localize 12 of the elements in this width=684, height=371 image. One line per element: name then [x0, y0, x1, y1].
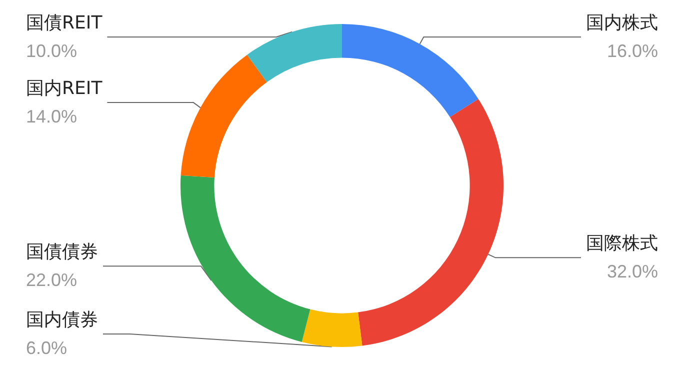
slice-label: 国債REIT: [26, 12, 104, 34]
data-label: 16.0%: [606, 41, 658, 61]
data-label: 6.0%: [26, 338, 68, 358]
slice-label: 国内債券: [26, 310, 98, 330]
data-label: 22.0%: [26, 270, 78, 290]
data-label: 32.0%: [606, 262, 658, 282]
data-label: 10.0%: [26, 41, 78, 61]
slice-label: 国際株式: [586, 233, 658, 254]
slice-label: 国内株式: [586, 12, 658, 34]
slice-label: 国内REIT: [26, 78, 104, 100]
slice-label: 国債債券: [26, 242, 98, 263]
data-label: 14.0%: [26, 106, 78, 127]
